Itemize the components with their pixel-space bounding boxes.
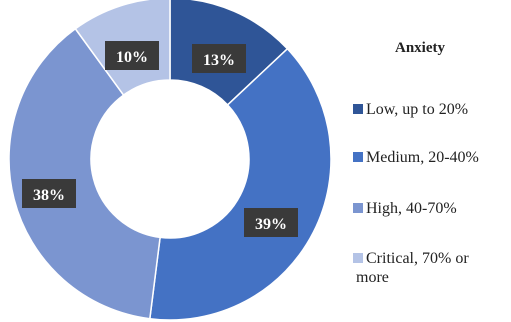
data-label-2: 39% [244,208,298,237]
data-label-3: 38% [22,179,76,208]
legend-swatch [353,203,363,213]
slice-3 [8,27,161,320]
data-label-text: 39% [255,216,287,233]
data-label-1: 13% [192,44,246,73]
donut-slices [8,0,332,321]
data-label-box [244,208,298,237]
legend-item-3: High, 40-70% [353,200,457,217]
data-labels: 13% 39% 38% 10% [22,41,298,237]
data-label-4: 10% [105,41,159,70]
data-label-box [22,179,76,208]
legend: Low, up to 20% Medium, 20-40% High, 40-70%… [353,101,479,286]
legend-item-4: Critical, 70% or more [353,250,469,286]
legend-swatch [353,253,363,263]
legend-swatch [353,152,363,162]
legend-label: Medium, 20-40% [366,149,479,166]
data-label-box [105,41,159,70]
legend-label: High, 40-70% [366,200,457,217]
slice-2 [148,47,332,321]
legend-label: Low, up to 20% [366,101,468,118]
legend-swatch [353,104,363,114]
legend-item-1: Low, up to 20% [353,101,468,118]
legend-label: more [356,269,389,286]
data-label-text: 38% [33,187,65,204]
data-label-text: 10% [116,49,148,66]
legend-item-2: Medium, 20-40% [353,149,479,166]
data-label-text: 13% [203,52,235,69]
legend-label: Critical, 70% or [366,250,469,267]
legend-title: Anxiety [395,40,445,56]
data-label-box [192,44,246,73]
